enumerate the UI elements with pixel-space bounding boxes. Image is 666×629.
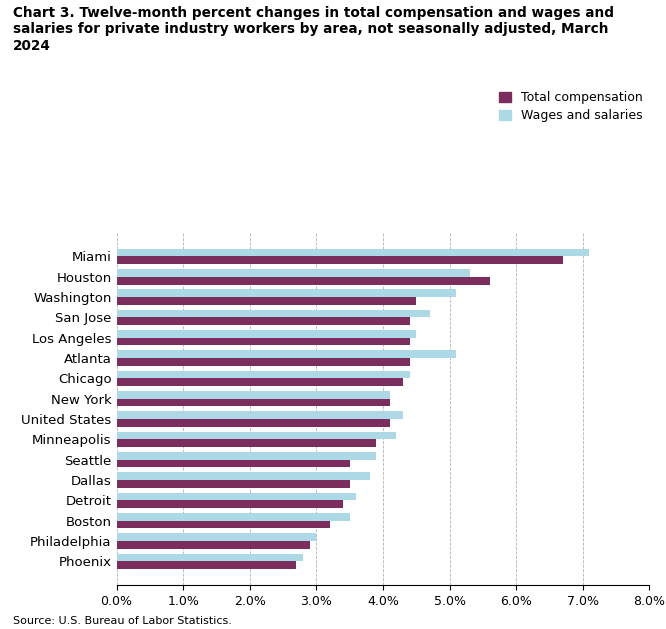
Bar: [117, 554, 303, 561]
Bar: [117, 297, 416, 305]
Bar: [117, 318, 410, 325]
Bar: [117, 379, 403, 386]
Bar: [117, 309, 430, 318]
Bar: [117, 561, 296, 569]
Bar: [117, 541, 310, 548]
Bar: [117, 521, 330, 528]
Bar: [117, 269, 470, 277]
Bar: [117, 338, 410, 345]
Bar: [117, 493, 356, 500]
Bar: [117, 472, 370, 480]
Legend: Total compensation, Wages and salaries: Total compensation, Wages and salaries: [499, 91, 643, 122]
Bar: [117, 439, 376, 447]
Bar: [117, 533, 316, 541]
Bar: [117, 350, 456, 358]
Bar: [117, 419, 390, 426]
Bar: [117, 500, 343, 508]
Text: Chart 3. Twelve-month percent changes in total compensation and wages and
salari: Chart 3. Twelve-month percent changes in…: [13, 6, 614, 53]
Bar: [117, 358, 410, 366]
Bar: [117, 411, 403, 419]
Bar: [117, 248, 589, 257]
Bar: [117, 452, 376, 460]
Bar: [117, 330, 416, 338]
Bar: [117, 431, 396, 439]
Bar: [117, 289, 456, 297]
Bar: [117, 480, 350, 487]
Bar: [117, 257, 563, 264]
Bar: [117, 277, 490, 284]
Bar: [117, 460, 350, 467]
Bar: [117, 370, 410, 379]
Bar: [117, 399, 390, 406]
Bar: [117, 513, 350, 521]
Bar: [117, 391, 390, 399]
Text: Source: U.S. Bureau of Labor Statistics.: Source: U.S. Bureau of Labor Statistics.: [13, 616, 232, 626]
